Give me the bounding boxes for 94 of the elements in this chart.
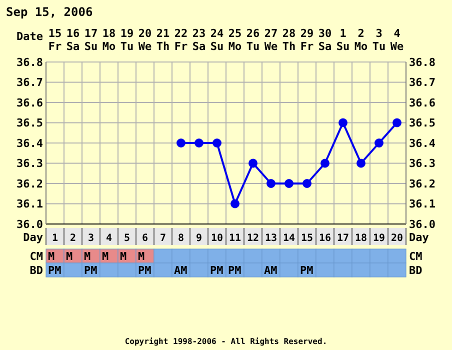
x2-tick-label: 20 (390, 233, 404, 244)
y2-tick-label: CM (409, 250, 423, 263)
x-tick-label: 28 Th (282, 27, 296, 53)
x-tick-label: 20 We (138, 27, 152, 53)
x-tick-label: 3 Tu (372, 27, 386, 53)
y-tick-label: 36.5 (16, 116, 43, 130)
y2-tick-label: 36.7 (409, 76, 436, 90)
x2-tick-label: 15 (300, 233, 314, 244)
x-tick-label: 15 Fr (48, 27, 62, 53)
x-tick-label: 23 Sa (192, 27, 206, 53)
text: M (48, 250, 55, 263)
x2-tick-label: 12 (246, 233, 260, 244)
x2-tick-label: 2 (70, 233, 76, 244)
point (212, 138, 222, 148)
text: PM (228, 264, 242, 277)
x-tick-label: 29 Fr (300, 27, 314, 53)
x-tick-label: 26 Tu (246, 27, 260, 53)
point (320, 158, 330, 168)
text: Copyright 1998-2006 - All Rights Reserved. (124, 337, 328, 346)
x2-tick-label: 19 (372, 233, 386, 244)
point (230, 199, 240, 208)
y-tick-label: 36.7 (16, 76, 43, 90)
y2-tick-label: 36.1 (409, 198, 436, 211)
x2-tick-label: 1 (52, 233, 58, 244)
text: PM (84, 264, 98, 277)
x2-tick-label: 3 (88, 233, 94, 244)
y-tick-label: 36.8 (16, 56, 43, 69)
point (194, 138, 204, 148)
x-tick-label: 18 Mo (102, 27, 116, 53)
point (374, 138, 384, 148)
x2-tick-label: 14 (282, 233, 296, 244)
x2-tick-label: 17 (336, 233, 350, 244)
x-tick-label: 17 Su (84, 27, 98, 53)
x-tick-label: 21 Th (156, 27, 170, 53)
point (302, 179, 312, 188)
text: M (84, 250, 91, 263)
text: AM (174, 264, 188, 277)
y2-tick-label: 36.6 (409, 96, 436, 110)
x2-tick-label: 5 (124, 233, 130, 244)
text: PM (210, 264, 224, 277)
x-tick-label: 19 Tu (120, 27, 134, 53)
text: M (120, 250, 127, 263)
x-tick-label: 4 We (390, 27, 404, 53)
y2-tick-label: 36.0 (409, 218, 436, 231)
x2-tick-label: 7 (160, 233, 166, 244)
y2-tick-label: 36.2 (409, 177, 436, 190)
point (356, 158, 366, 168)
x2-tick-label: 13 (264, 233, 278, 244)
x-tick-label: 16 Sa (66, 27, 80, 53)
text: AM (264, 264, 278, 277)
point (266, 179, 276, 188)
text: PM (138, 264, 152, 277)
text: M (66, 250, 73, 263)
x2-tick-label: 4 (106, 233, 112, 244)
y-tick-label: BD (30, 264, 44, 277)
point (392, 118, 402, 128)
y2-tick-label: 36.3 (409, 157, 436, 170)
y-tick-label: 36.3 (16, 157, 43, 170)
x2-tick-label: 9 (196, 233, 202, 244)
x2-tick-label: 10 (210, 233, 224, 244)
text: PM (300, 264, 314, 277)
y2-tick-label: BD (409, 264, 423, 277)
x-tick-label: 30 Sa (318, 27, 332, 53)
point (338, 118, 348, 128)
y2-tick-label: 36.4 (409, 136, 436, 150)
y2-tick-label: 36.8 (409, 56, 436, 69)
point (248, 158, 258, 168)
chart-title: Sep 15, 2006 (6, 5, 93, 19)
text: Day (409, 231, 429, 244)
x-axis-title: Date (16, 30, 44, 43)
y2-tick-label: 36.5 (409, 116, 436, 130)
x2-tick-label: 6 (142, 233, 148, 244)
y-tick-label: 36.0 (16, 218, 43, 231)
y-tick-label: 36.2 (16, 177, 43, 190)
y-tick-label: 36.6 (16, 96, 44, 110)
x-tick-label: 27 We (264, 27, 278, 53)
point (284, 179, 294, 188)
y-tick-label: 36.1 (16, 198, 44, 211)
text: M (138, 250, 145, 263)
x2-tick-label: 16 (318, 233, 332, 244)
x-tick-label: 2 Mo (354, 27, 368, 53)
y-tick-label: 36.4 (16, 136, 44, 150)
x2-tick-label: 8 (178, 233, 184, 244)
x2-tick-label: 18 (354, 233, 368, 244)
text: M (102, 250, 109, 263)
text: PM (48, 264, 62, 277)
y-tick-label: CM (30, 250, 44, 263)
point (176, 138, 186, 148)
x-tick-label: 1 Su (336, 27, 350, 53)
x2-axis-title: Day (23, 231, 44, 244)
x2-tick-label: 11 (228, 233, 242, 244)
x-tick-label: 25 Mo (228, 27, 242, 53)
x-tick-label: 24 Su (210, 27, 224, 53)
x-tick-label: 22 Fr (174, 27, 188, 53)
